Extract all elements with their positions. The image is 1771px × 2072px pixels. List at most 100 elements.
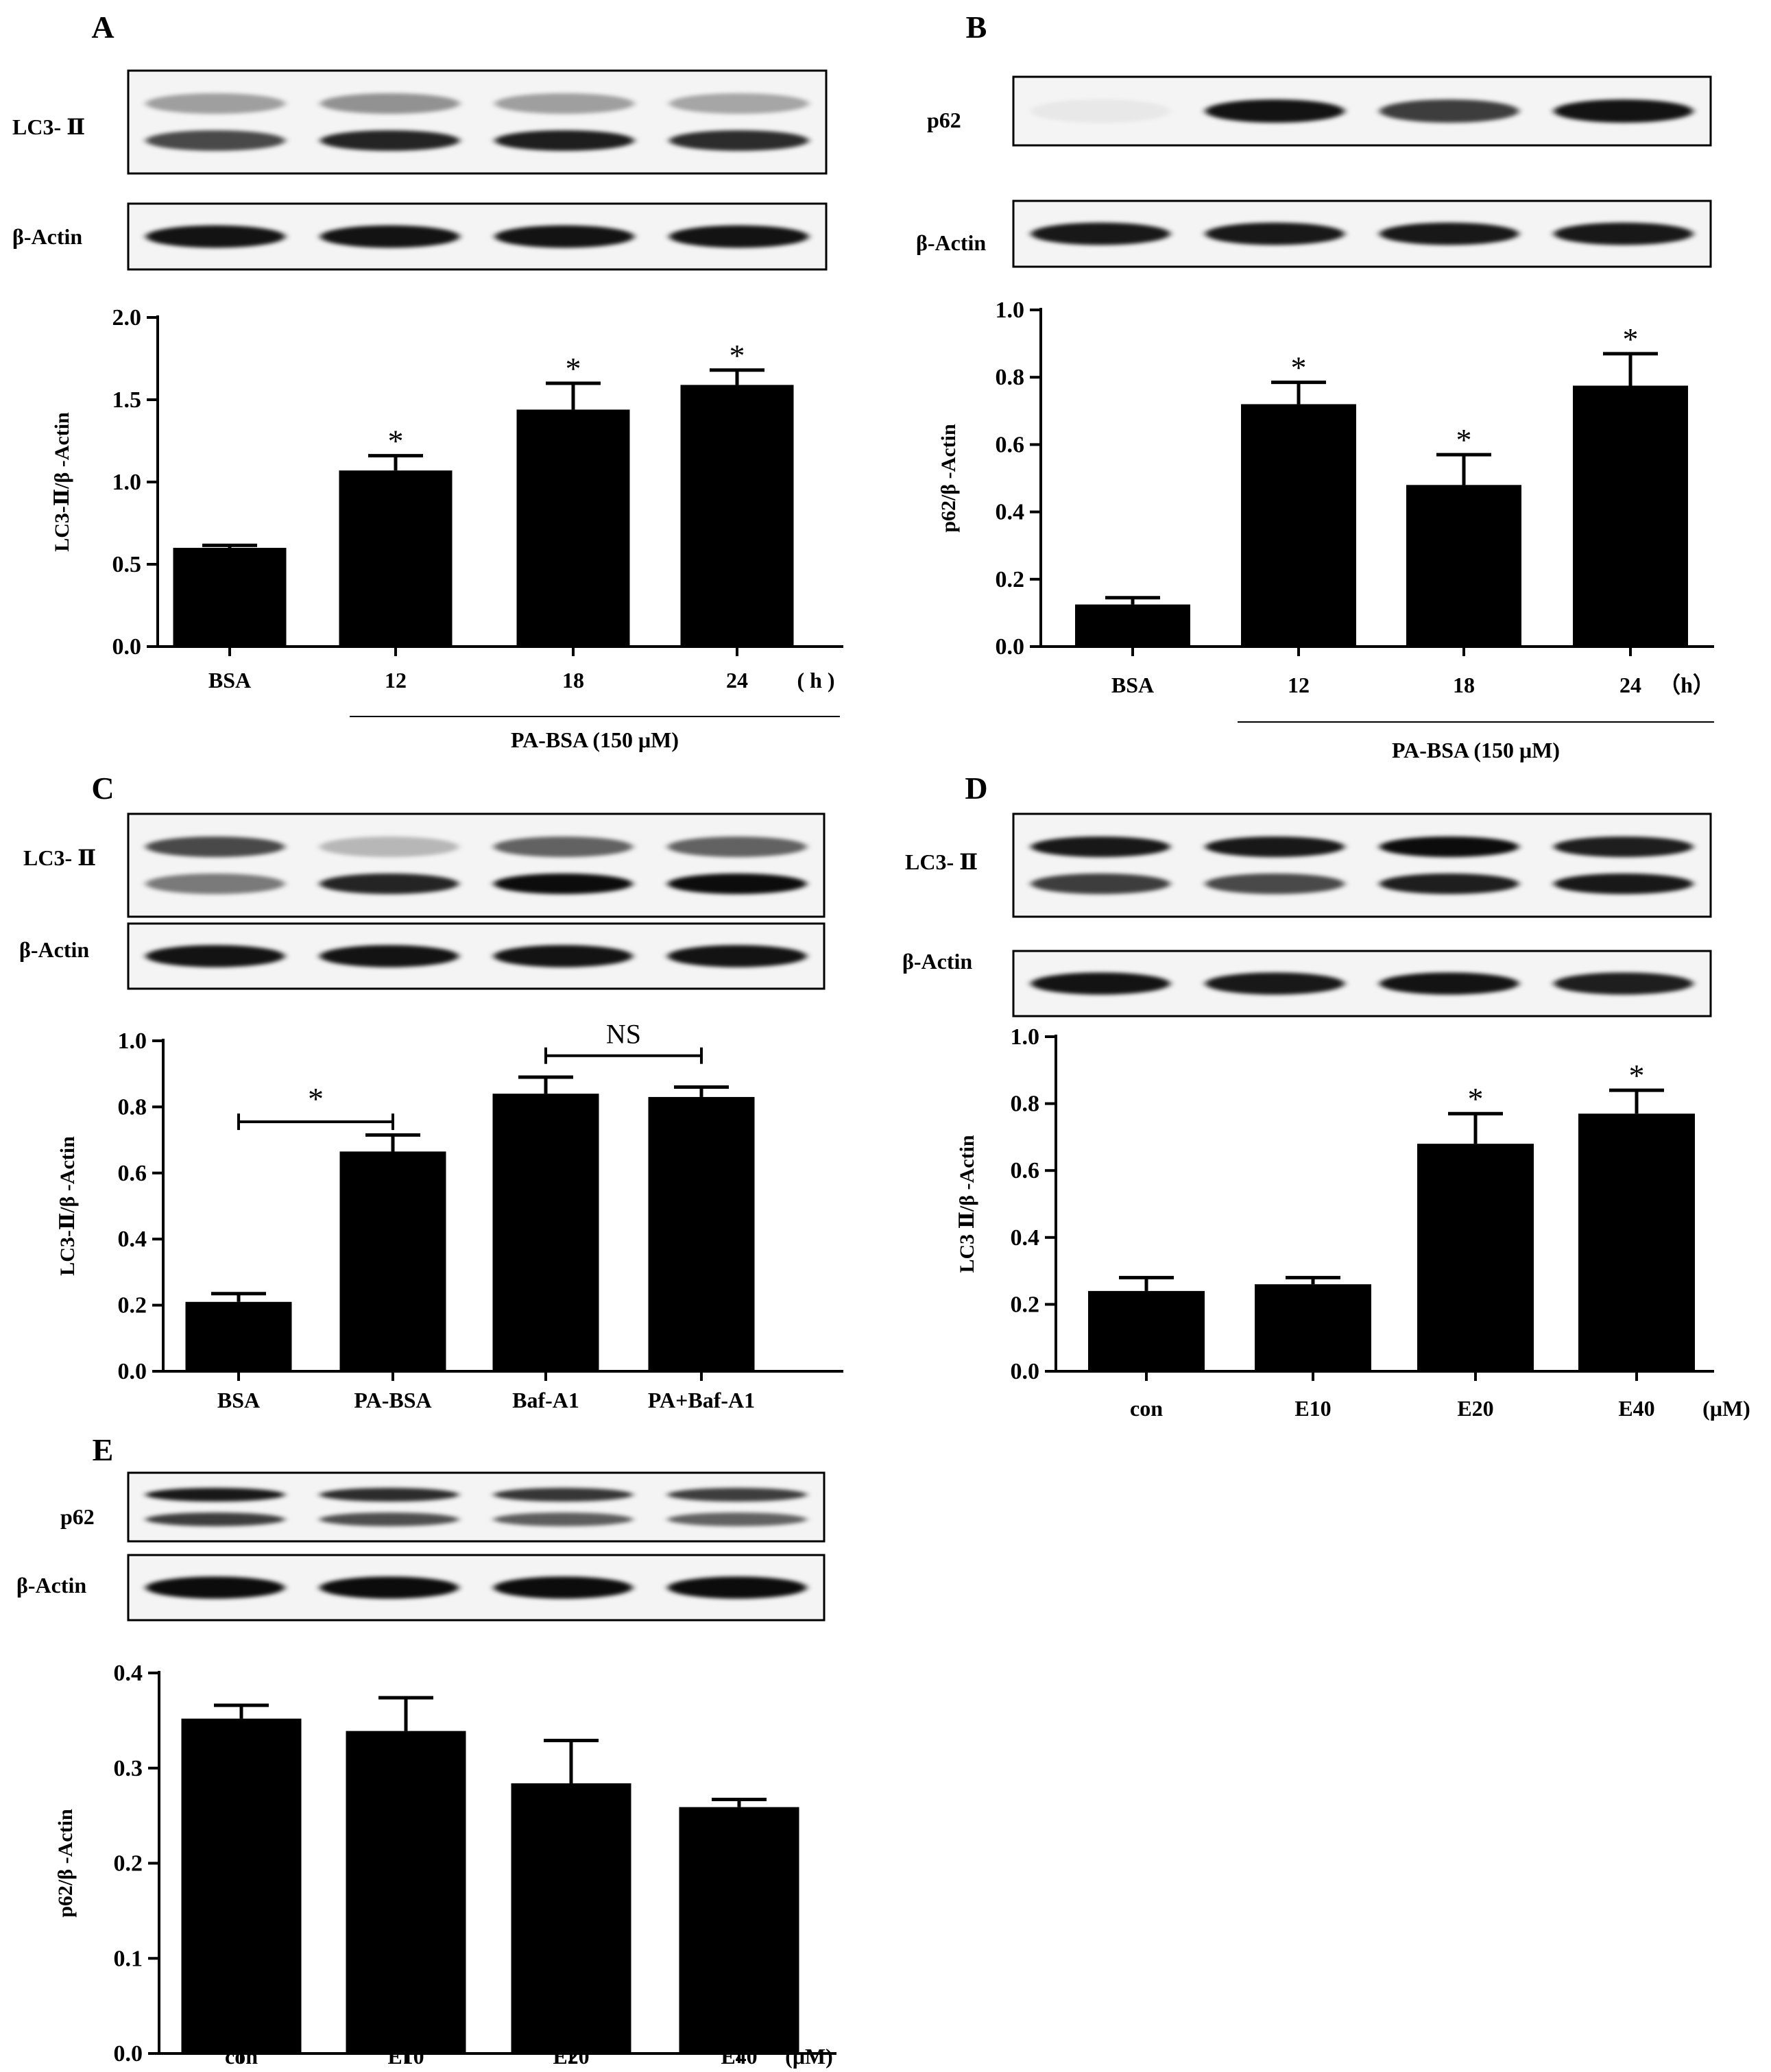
comparison-label: NS	[606, 1019, 641, 1050]
bar	[339, 470, 453, 647]
significance-star: *	[566, 351, 581, 386]
y-tick-label: 0.2	[996, 567, 1025, 592]
bar	[679, 1807, 799, 2053]
bar	[1406, 485, 1521, 647]
blot-band	[667, 1576, 807, 1599]
x-unit-label: (μM)	[785, 2044, 833, 2069]
y-tick-label: 0.2	[118, 1293, 147, 1318]
y-axis-label: LC3-Ⅱ/β -Actin	[51, 412, 73, 552]
blot-band	[320, 945, 459, 967]
blot-band	[668, 93, 809, 114]
blot-band	[1379, 222, 1519, 245]
blot-band	[145, 130, 286, 151]
blot-band	[320, 225, 460, 248]
y-tick-label: 0.2	[1011, 1292, 1040, 1317]
y-axis-label: LC3 Ⅱ/β -Actin	[956, 1135, 978, 1273]
blot-band	[1554, 836, 1694, 857]
category-label: E10	[387, 2044, 424, 2069]
category-label: BSA	[208, 668, 251, 692]
y-tick-label: 1.5	[112, 387, 142, 413]
bar	[492, 1094, 599, 1371]
blot-band	[1205, 222, 1345, 245]
category-label: PA+Baf-A1	[648, 1388, 755, 1412]
significance-star: *	[1456, 422, 1472, 457]
blot-label: β-Actin	[902, 949, 972, 974]
y-tick-label: 0.0	[996, 634, 1025, 660]
blot-band	[494, 225, 635, 248]
blot-label: β-Actin	[916, 230, 986, 255]
bar	[1088, 1290, 1205, 1371]
category-label: E40	[1618, 1396, 1654, 1421]
panel-letter: B	[966, 10, 987, 45]
category-label: 24	[726, 668, 748, 692]
bar-chart: 0.0 0.1 0.2 0.3 0.4 p62/β -Actin con E10 E20 E40 (…	[54, 1661, 836, 2069]
y-tick-label: 0.4	[996, 500, 1025, 525]
y-tick-label: 0.8	[996, 365, 1025, 390]
category-label: Baf-A1	[512, 1388, 579, 1412]
blot-frame	[127, 812, 826, 918]
blot-band	[1205, 99, 1345, 123]
y-tick-label: 0.4	[114, 1661, 143, 1686]
blot-band	[320, 1513, 459, 1526]
blot-label: LC3- Ⅱ	[23, 845, 96, 870]
bar-chart: 0.0 0.2 0.4 0.6 0.8 1.0 LC3-Ⅱ/β -Actin BSA PA-BS…	[56, 1019, 843, 1412]
y-tick-label: 0.0	[1011, 1359, 1040, 1384]
category-label: 18	[562, 668, 584, 692]
blot-label: p62	[927, 108, 961, 132]
y-tick-label: 0.6	[996, 432, 1025, 457]
panel-c: C LC3- Ⅱ β-Actin 0.0 0.2 0.4 0.6 0.8 1.0 LC3-Ⅱ/β …	[19, 771, 843, 1412]
bar	[346, 1731, 466, 2053]
blot-actin: β-Actin	[12, 202, 828, 271]
bar	[1417, 1144, 1534, 1371]
blot-band	[145, 225, 286, 248]
y-tick-label: 0.8	[1011, 1092, 1040, 1117]
blot-band	[320, 93, 460, 114]
blot-band	[494, 130, 635, 151]
category-label: E20	[1457, 1396, 1493, 1421]
blot-band	[1031, 972, 1170, 995]
y-tick-label: 0.4	[1011, 1225, 1040, 1251]
blot-target: p62	[60, 1471, 826, 1543]
y-axis-label: LC3-Ⅱ/β -Actin	[56, 1136, 79, 1276]
y-tick-label: 0.6	[1011, 1158, 1040, 1183]
blot-label: LC3- Ⅱ	[12, 115, 85, 139]
panel-letter: D	[965, 771, 987, 806]
group-label: PA-BSA (150 μM)	[511, 727, 679, 752]
y-tick-label: 1.0	[112, 470, 142, 495]
y-tick-label: 2.0	[112, 305, 142, 330]
blot-band	[1205, 836, 1345, 857]
blot-band	[1205, 972, 1345, 995]
blot-band	[1379, 836, 1519, 857]
blot-band	[668, 225, 809, 248]
y-tick-label: 0.2	[114, 1851, 143, 1877]
group-label: PA-BSA (150 μM)	[1392, 738, 1560, 762]
blot-band	[1554, 222, 1694, 245]
category-label: BSA	[217, 1388, 260, 1412]
y-tick-label: 1.0	[996, 298, 1025, 323]
blot-target: p62	[927, 75, 1712, 147]
bar-chart: 0.0 0.2 0.4 0.6 0.8 1.0 LC3 Ⅱ/β -Actin con E10 E2…	[956, 1024, 1750, 1421]
blot-band	[493, 1576, 633, 1599]
blot-band	[667, 1488, 807, 1502]
category-label: 24	[1619, 673, 1641, 697]
bar-chart: 0.0 0.2 0.4 0.6 0.8 1.0 p62/β -Actin BSA 12 * 18 * 2…	[937, 298, 1715, 762]
category-label: con	[1130, 1396, 1163, 1421]
blot-band	[1379, 874, 1519, 894]
blot-band	[1554, 99, 1694, 123]
y-tick-label: 0.0	[114, 2041, 143, 2067]
y-tick-label: 0.3	[114, 1756, 143, 1781]
blot-band	[667, 945, 807, 967]
blot-frame	[127, 1471, 826, 1543]
blot-band	[1031, 836, 1170, 857]
bar	[1255, 1284, 1371, 1371]
y-tick-label: 1.0	[1011, 1024, 1040, 1050]
blot-band	[320, 130, 460, 151]
significance-star: *	[1623, 322, 1639, 357]
blot-band	[145, 1488, 285, 1502]
y-tick-label: 0.0	[118, 1359, 147, 1384]
blot-frame	[127, 69, 828, 175]
blot-band	[667, 874, 807, 894]
category-label: 18	[1453, 673, 1475, 697]
